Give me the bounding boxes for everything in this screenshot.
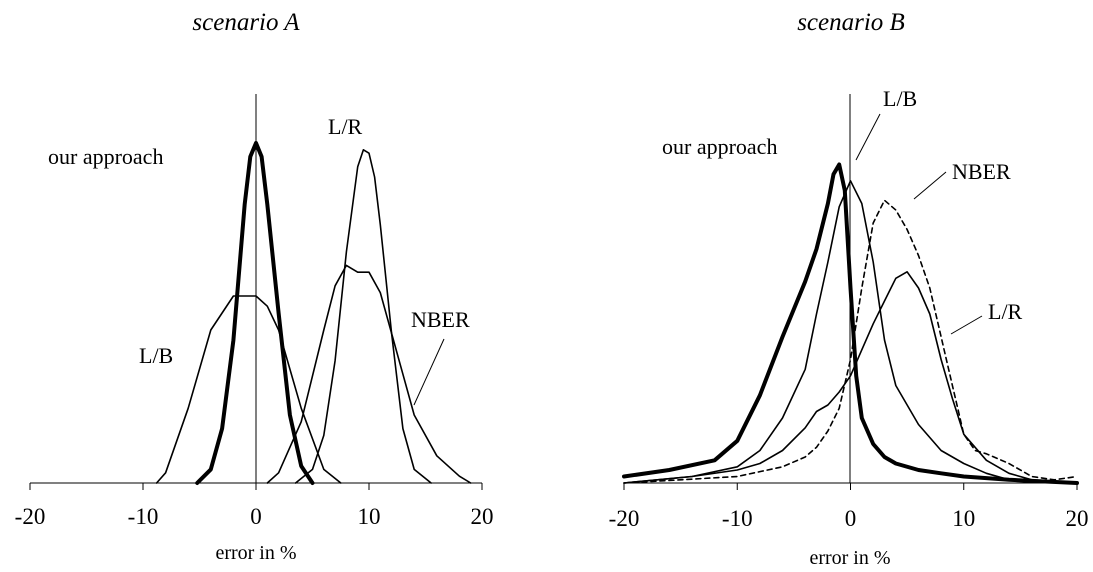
scenario-b-curve-l-r	[623, 271, 1078, 484]
scenario-b-x-tick-label: 10	[952, 506, 975, 531]
scenario-a-label-our-approach: our approach	[48, 144, 163, 169]
scenario-b-label-lb: L/B	[883, 86, 917, 111]
scenario-b-label-lr: L/R	[988, 299, 1023, 324]
scenario-b-curves	[622, 162, 1079, 485]
panel-scenario-b: scenario B -20 -10 0 10 20 error in % our ap…	[609, 9, 1089, 569]
scenario-b-lr-leader-line	[950, 315, 983, 335]
panel-title-scenario-b: scenario B	[797, 9, 905, 36]
scenario-a-curve-l-b	[155, 295, 342, 484]
scenario-b-label-nber: NBER	[952, 159, 1011, 184]
scenario-b-x-tick-label: -10	[722, 506, 753, 531]
scenario-a-nber-leader-line	[413, 338, 445, 406]
scenario-b-curve-l-b	[623, 180, 1078, 484]
scenario-a-x-tick-label: 10	[358, 504, 381, 529]
scenario-a-ticks: -20 -10 0 10 20	[15, 483, 494, 529]
scenario-b-x-tick-label: 20	[1066, 506, 1089, 531]
scenario-a-curve-l-r	[294, 149, 432, 484]
scenario-b-curve-nber	[623, 199, 1078, 484]
scenario-a-label-lb: L/B	[139, 343, 173, 368]
scenario-a-curve-nber	[266, 264, 472, 484]
scenario-b-label-our-approach: our approach	[662, 134, 777, 159]
scenario-b-x-tick-label: 0	[845, 506, 857, 531]
scenario-b-nber-leader-line	[913, 171, 947, 200]
panel-scenario-a: scenario A -20 -10 0 10 20 error in % our ap…	[15, 9, 494, 564]
scenario-a-label-nber: NBER	[411, 307, 470, 332]
panel-title-scenario-a: scenario A	[192, 9, 300, 36]
scenario-b-curve-our-approach	[622, 162, 1079, 485]
scenario-a-x-tick-label: -20	[15, 504, 46, 529]
scenario-a-x-tick-label: 20	[471, 504, 494, 529]
scenario-b-x-tick-label: -20	[609, 506, 640, 531]
scenario-a-x-tick-label: -10	[128, 504, 159, 529]
scenario-b-ticks: -20 -10 0 10 20	[609, 483, 1089, 531]
scenario-a-x-axis-title: error in %	[215, 542, 296, 564]
scenario-a-x-tick-label: 0	[250, 504, 262, 529]
scenario-a-curve-our-approach	[195, 141, 315, 485]
scenario-b-x-axis-title: error in %	[809, 547, 890, 569]
scenario-a-label-lr: L/R	[328, 114, 363, 139]
scenario-b-lb-leader-line	[855, 113, 881, 161]
